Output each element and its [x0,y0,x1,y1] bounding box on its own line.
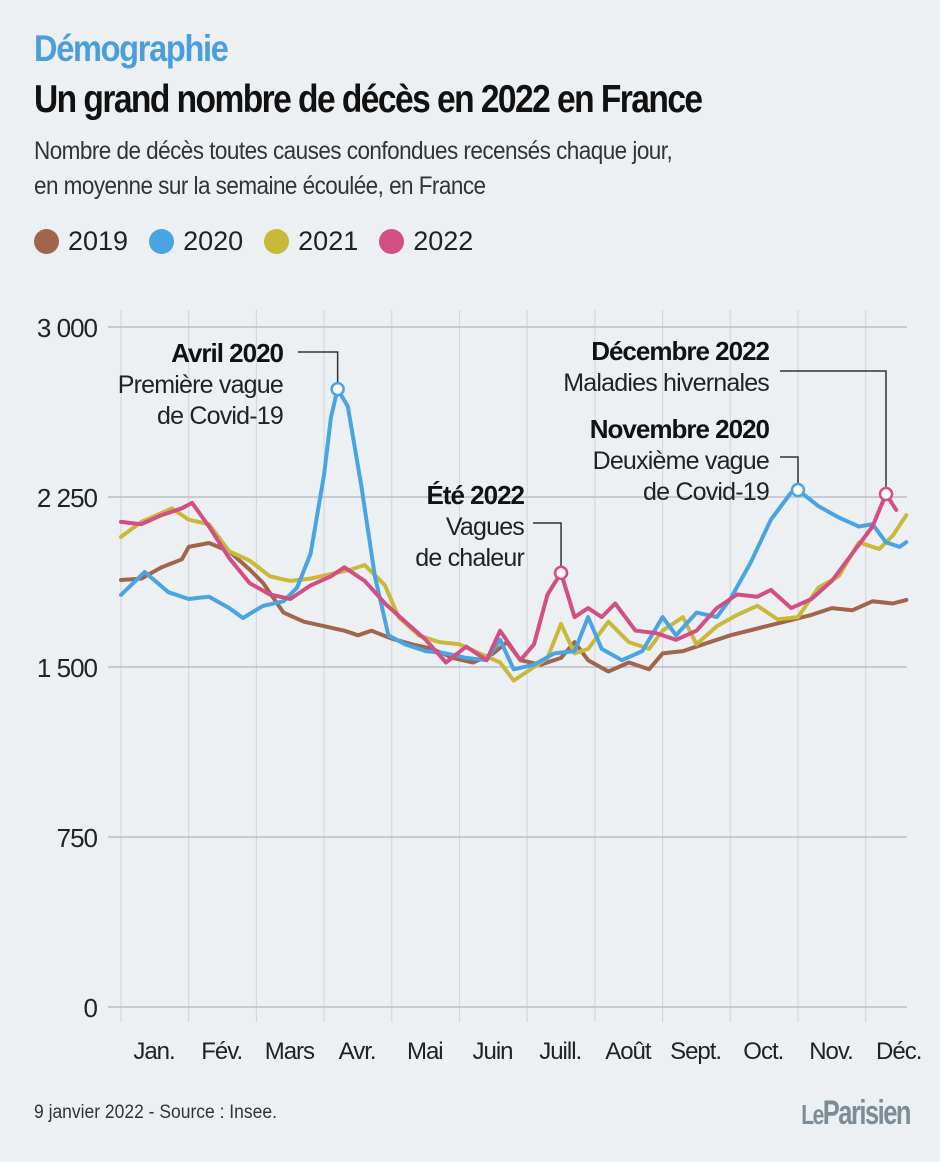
annotations: Avril 2020 Première vague de Covid-19 Été 2… [118,336,894,581]
legend-item-2020: 2020 [149,226,243,257]
y-tick-label: 3 000 [37,313,98,343]
legend-label-2021: 2021 [298,226,359,256]
x-tick-label: Mars [265,1038,315,1065]
annotation-connector [780,370,887,489]
annotation-text: de Covid-19 [157,402,283,430]
legend-swatch-2022 [379,229,405,254]
annotation-text: Maladies hivernales [563,369,769,397]
legend-swatch-2020 [149,229,175,254]
y-tick-label: 750 [57,823,98,853]
section-kicker: Démographie [34,28,229,69]
subtitle-line-1: Nombre de décès toutes causes confondues… [34,137,673,165]
annotation-text: Vagues [446,513,524,541]
x-tick-label: Avr. [339,1038,376,1065]
logo-le: Le [801,1099,824,1130]
x-tick-label: Mai [407,1038,443,1065]
x-tick-label: Nov. [809,1038,853,1065]
annotation-connector [780,456,799,484]
le-parisien-logo: LeParisien [801,1094,912,1133]
x-tick-label: Déc. [876,1038,921,1065]
y-tick-label: 0 [84,993,98,1023]
x-axis-ticks: Jan. Fév. Mars Avr. Mai Juin Juill. Août Sept. Oc… [133,1038,922,1065]
annotation-text: de chaleur [415,544,524,572]
annotation-text: Première vague [118,371,283,399]
series-lines [119,387,909,683]
annotation-text: Deuxième vague [593,447,769,475]
legend: 2019 2020 2021 2022 [34,226,494,257]
annotation-title: Avril 2020 [171,338,283,368]
annotation-ete-2022: Été 2022 Vagues de chaleur [415,480,569,581]
series-line-2019 [119,541,909,674]
subtitle-line-2: en moyenne sur la semaine écoulée, en Fr… [34,172,486,200]
x-tick-label: Fév. [201,1038,242,1065]
x-tick-label: Juin [472,1038,512,1065]
annotation-marker [553,565,569,581]
chart-title: Un grand nombre de décès en 2022 en Fran… [34,78,703,121]
x-tick-label: Jan. [133,1038,174,1065]
legend-item-2022: 2022 [379,226,473,257]
legend-label-2022: 2022 [413,226,474,256]
legend-item-2019: 2019 [34,226,128,257]
annotation-title: Novembre 2020 [590,414,770,444]
annotation-marker [330,381,345,397]
y-tick-label: 1 500 [37,653,98,683]
legend-swatch-2021 [264,229,290,254]
series-line-2022 [119,492,899,665]
annotation-connector [533,522,562,567]
annotation-title: Été 2022 [426,480,524,510]
legend-label-2020: 2020 [183,226,244,256]
logo-parisien: Parisien [822,1094,912,1132]
x-tick-label: Oct. [743,1038,783,1065]
grid [108,310,907,1022]
annotation-text: de Covid-19 [643,478,769,506]
annotation-novembre-2020: Novembre 2020 Deuxième vague de Covid-19 [590,414,806,506]
legend-swatch-2019 [34,229,59,254]
series-line-2021 [119,506,909,683]
annotation-marker [878,486,894,502]
x-tick-label: Sept. [670,1038,721,1065]
annotation-avril-2020: Avril 2020 Première vague de Covid-19 [118,338,345,430]
x-tick-label: Août [605,1038,652,1065]
annotation-title: Décembre 2022 [591,336,769,366]
legend-item-2021: 2021 [264,226,358,257]
chart-subtitle: Nombre de décès toutes causes confondues… [34,134,673,204]
x-tick-label: Juill. [539,1038,581,1065]
annotation-decembre-2022: Décembre 2022 Maladies hivernales [563,336,894,502]
annotation-connector [298,351,339,384]
y-axis-ticks: 0 750 1 500 2 250 3 000 [37,313,99,1023]
legend-label-2019: 2019 [68,226,129,256]
annotation-marker [790,482,806,498]
y-tick-label: 2 250 [37,483,98,513]
source-note: 9 janvier 2022 - Source : Insee. [34,1102,277,1123]
